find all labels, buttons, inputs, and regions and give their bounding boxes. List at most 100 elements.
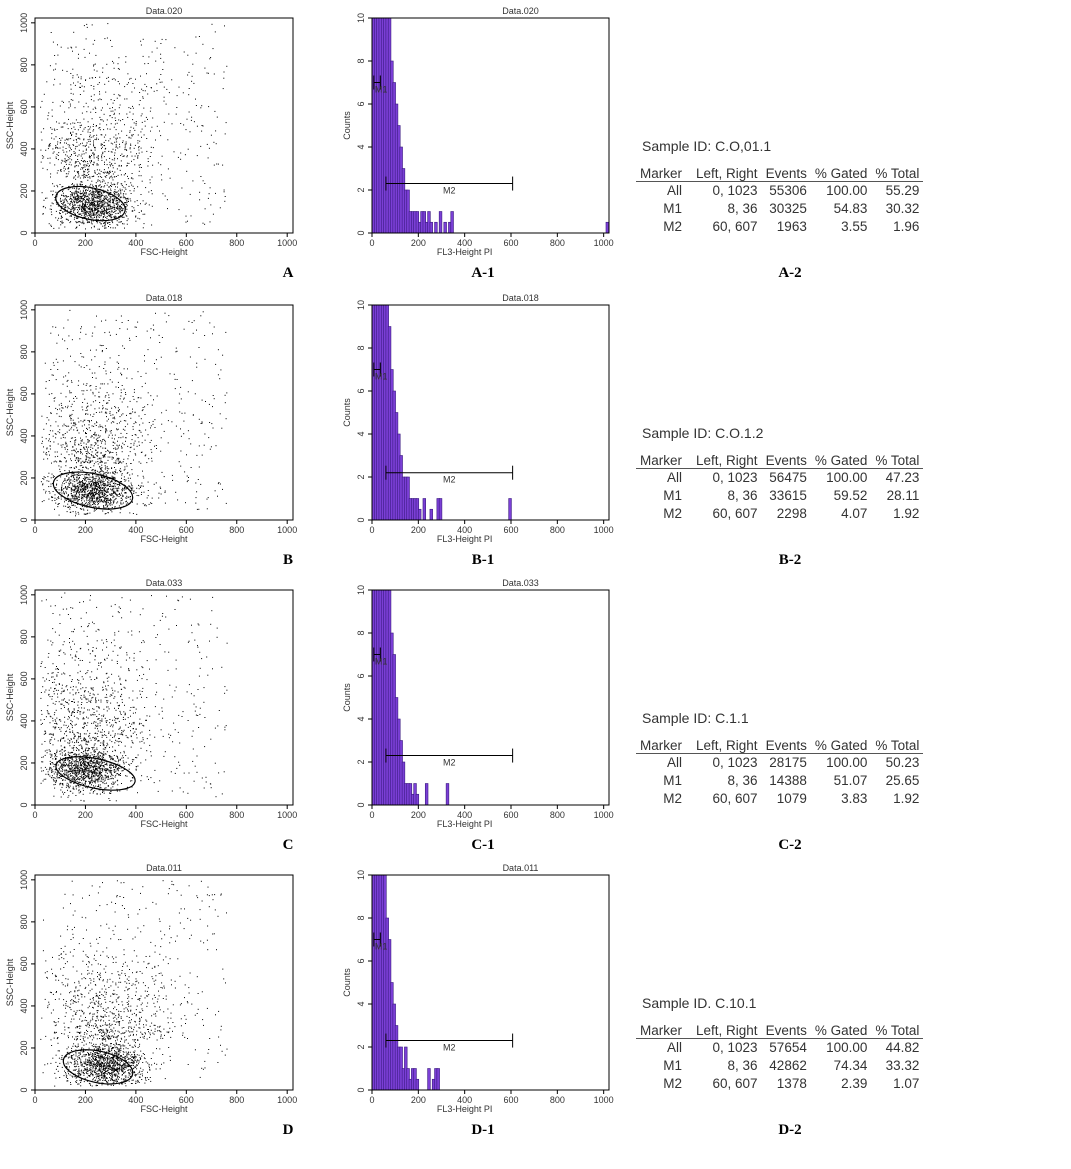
scatter-point — [53, 461, 55, 463]
scatter-point — [123, 216, 125, 218]
scatter-point — [137, 321, 139, 323]
scatter-point — [81, 484, 83, 486]
scatter-point — [207, 197, 209, 199]
scatter-point — [108, 150, 110, 152]
scatter-point — [220, 369, 222, 371]
scatter-point — [105, 198, 107, 200]
scatter-point — [85, 192, 87, 194]
scatter-point — [92, 217, 94, 219]
scatter-point — [163, 86, 165, 88]
scatter-point — [118, 221, 120, 223]
scatter-point — [101, 157, 103, 159]
scatter-point — [105, 504, 106, 506]
scatter-point — [82, 189, 84, 191]
scatter-point — [105, 493, 107, 495]
scatter-point — [87, 747, 89, 749]
scatter-point — [83, 509, 85, 511]
scatter-point — [80, 461, 82, 463]
scatter-point — [121, 699, 123, 701]
scatter-point — [74, 208, 76, 210]
scatter-point — [71, 195, 73, 197]
scatter-point — [48, 223, 50, 225]
scatter-point — [106, 124, 108, 126]
scatter-point — [97, 437, 99, 439]
scatter-point — [74, 455, 76, 457]
scatter-point — [53, 364, 55, 366]
scatter-point — [144, 439, 146, 441]
scatter-point — [94, 470, 96, 472]
scatter-point — [102, 216, 104, 218]
scatter-point — [145, 187, 147, 189]
scatter-point — [137, 217, 139, 219]
scatter-point — [125, 213, 126, 215]
scatter-point — [103, 208, 105, 210]
scatter-point — [80, 209, 82, 210]
scatter-point — [52, 152, 54, 154]
scatter-point — [73, 788, 75, 790]
scatter-point — [118, 107, 120, 109]
hist-ytick-label: 6 — [356, 101, 366, 106]
scatter-point — [99, 440, 101, 442]
scatter-point — [126, 149, 128, 151]
scatter-point — [142, 739, 144, 741]
scatter-point — [126, 433, 128, 434]
scatter-point — [63, 793, 64, 795]
scatter-point — [224, 196, 226, 197]
scatter-point — [60, 476, 62, 478]
scatter-point — [60, 444, 62, 446]
scatter-point — [122, 204, 124, 206]
scatter-point — [83, 128, 85, 130]
scatter-point — [88, 197, 90, 199]
scatter-point — [95, 470, 97, 472]
scatter-point — [124, 426, 126, 428]
scatter-point — [217, 495, 218, 497]
scatter-point — [75, 766, 77, 768]
scatter-point — [98, 491, 100, 493]
scatter-point — [73, 187, 75, 189]
scatter-point — [104, 498, 106, 499]
scatter-point — [89, 157, 91, 159]
scatter-point — [43, 458, 45, 460]
scatter-point — [124, 466, 126, 468]
scatter-point — [195, 52, 197, 54]
scatter-point — [43, 93, 45, 95]
scatter-point — [76, 462, 77, 464]
scatter-point — [104, 453, 106, 455]
scatter-point — [78, 154, 80, 156]
scatter-point — [86, 484, 88, 486]
scatter-point — [102, 211, 104, 213]
scatter-point — [67, 173, 69, 175]
scatter-point — [102, 204, 104, 206]
scatter-point — [97, 197, 99, 199]
scatter-point — [166, 88, 168, 90]
scatter-point — [47, 148, 49, 150]
scatter-point — [143, 134, 145, 136]
scatter-point — [96, 498, 98, 500]
scatter-point — [94, 39, 96, 41]
scatter-point — [131, 184, 133, 186]
scatter-point — [46, 81, 48, 83]
scatter-point — [119, 208, 121, 210]
scatter-point — [129, 130, 131, 132]
scatter-point — [89, 160, 91, 162]
scatter-point — [192, 180, 194, 182]
scatter-point — [93, 484, 95, 486]
scatter-point — [91, 483, 93, 485]
table-row: M1 8, 36 33615 59.52 28.11 — [636, 487, 923, 505]
scatter-point — [117, 483, 119, 485]
scatter-point — [65, 701, 67, 703]
scatter-point — [109, 472, 111, 474]
scatter-point — [86, 111, 88, 113]
scatter-point — [49, 208, 51, 210]
scatter-point — [188, 94, 190, 96]
scatter-point — [65, 199, 67, 201]
scatter-point — [82, 198, 84, 200]
scatter-point — [116, 502, 118, 504]
scatter-point — [100, 452, 102, 454]
scatter-point — [109, 192, 111, 194]
scatter-point — [101, 761, 103, 763]
scatter-point — [117, 212, 119, 214]
scatter-point — [151, 457, 153, 459]
scatter-point — [99, 426, 101, 428]
scatter-point — [86, 383, 88, 385]
